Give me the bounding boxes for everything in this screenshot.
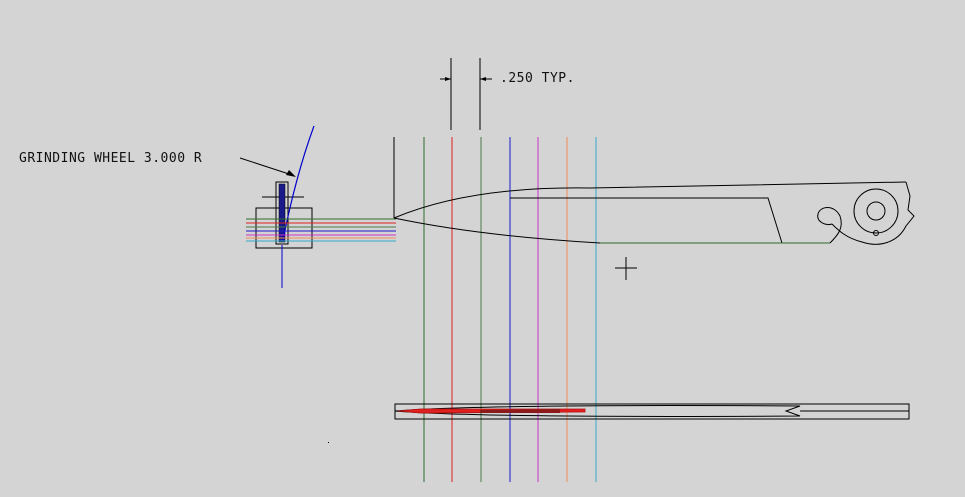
wheel-label-leader (239, 157, 296, 177)
crosshair-icon (615, 257, 637, 280)
side-view-grind-dark (480, 409, 560, 413)
spacing-dimension (440, 58, 492, 130)
grinding-wheel-label: GRINDING WHEEL 3.000 R (19, 151, 203, 166)
pivot-outer-ring (853, 188, 899, 234)
section-lines (423, 137, 597, 482)
grinding-wheel-arc (282, 125, 315, 241)
pivot-notch (817, 207, 842, 244)
blade-top-edge (393, 181, 907, 219)
pivot-dot (873, 230, 879, 236)
blade-side-view (394, 403, 910, 420)
blade-bottom-edge (393, 217, 830, 244)
pivot-hole (866, 201, 886, 221)
wheel-holder-outer (275, 181, 289, 245)
blade-inner-cutout (510, 197, 783, 244)
pivot-end-outline (831, 181, 915, 245)
side-view-taper (394, 405, 801, 417)
grinding-wheel-fixture (246, 125, 396, 288)
wheel-holder-inner (278, 183, 286, 243)
blade-profile (393, 137, 915, 245)
spacing-dimension-label: .250 TYP. (500, 71, 575, 86)
stray-mark (328, 442, 329, 443)
